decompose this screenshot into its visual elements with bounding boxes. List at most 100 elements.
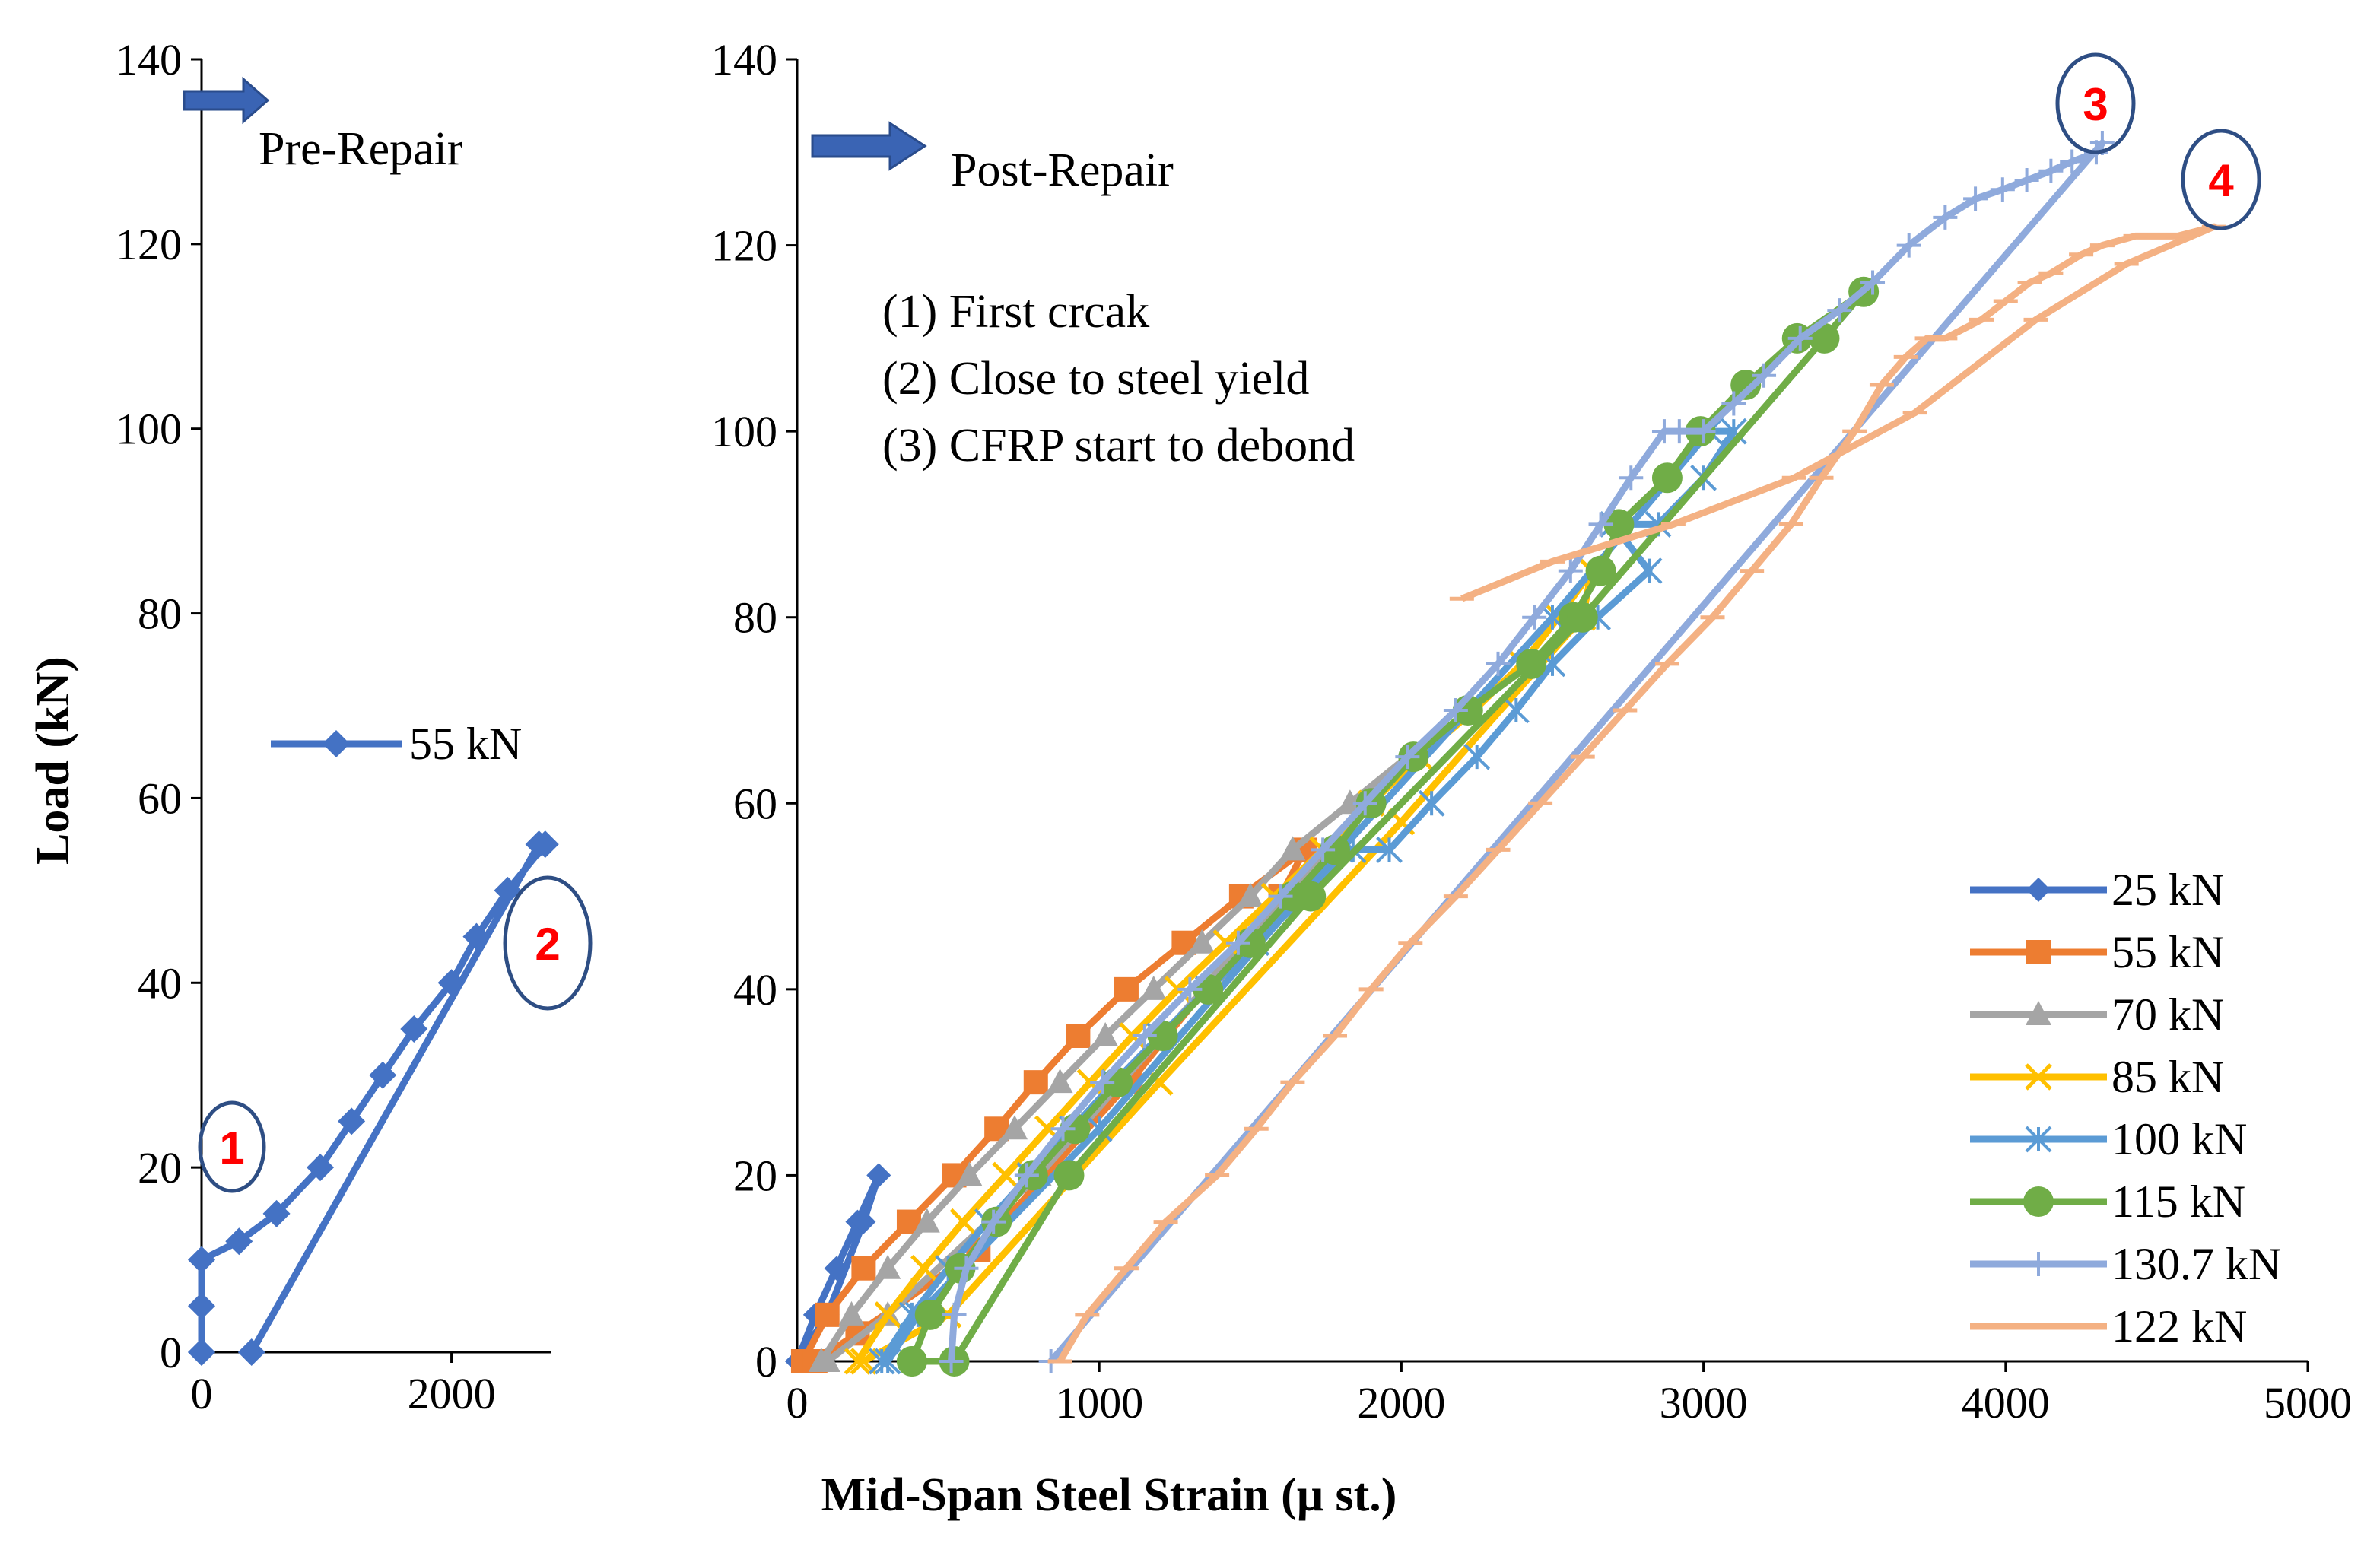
data-point-130-7-kn: [1311, 837, 1336, 862]
data-point-85-kn: [992, 1161, 1019, 1189]
pre-y-tick-label: 0: [160, 1328, 182, 1377]
data-point-130-7-kn: [1395, 745, 1420, 770]
data-point-55-kn: [188, 1292, 215, 1320]
data-point-115-kn: [896, 1346, 927, 1377]
callout-3-label: 3: [2083, 79, 2108, 130]
pre-repair-panel: 0 20 40 60 80 100 120 140 0 2000 Pre-Repair 55 kN…: [27, 35, 559, 1418]
data-point-55-kn: [369, 1061, 397, 1089]
legend-label-70-kn: 70 kN: [2111, 989, 2224, 1040]
data-point-55-kn: [525, 830, 553, 859]
post-y-tick-label: 20: [733, 1151, 777, 1200]
pre-legend-label: 55 kN: [409, 719, 522, 769]
data-point-115-kn: [1603, 509, 1635, 540]
note-first-crack: (1) First crcak: [882, 286, 1149, 338]
post-x-tick-label: 1000: [1055, 1378, 1143, 1427]
pre-repair-arrow-icon: [183, 76, 270, 125]
post-x-tick-label: 3000: [1660, 1378, 1748, 1427]
pre-y-tick-label: 40: [138, 958, 182, 1008]
data-point-130-7-kn: [1486, 651, 1511, 676]
data-point-130-7-kn: [1090, 1070, 1115, 1095]
data-point-130-7-kn: [1933, 205, 1958, 230]
legend-marker-85-kn: [2025, 1063, 2052, 1091]
post-x-tick-label: 5000: [2264, 1378, 2352, 1427]
legend-marker-55-kn: [2026, 940, 2051, 964]
data-point-100-kn: [1635, 557, 1663, 584]
callout-4: 4: [2181, 129, 2261, 230]
pre-y-tick-label: 120: [116, 220, 182, 269]
data-point-85-kn: [844, 1348, 872, 1375]
data-point-55-kn: [1066, 1024, 1091, 1048]
data-point-70-kn: [1092, 1022, 1119, 1046]
callout-1-label: 1: [219, 1123, 244, 1173]
callout-2-ring: [503, 875, 593, 1011]
legend-marker-130-7-kn: [2026, 1252, 2051, 1276]
data-point-85-kn: [1146, 1069, 1174, 1096]
legend-label-100-kn: 100 kN: [2111, 1114, 2247, 1164]
data-point-85-kn: [874, 1301, 901, 1329]
data-point-130-7-kn: [942, 1302, 967, 1327]
data-point-55-kn: [851, 1256, 876, 1281]
data-point-55-kn: [225, 1227, 253, 1256]
data-point-55-kn: [262, 1199, 291, 1227]
data-point-115-kn: [1585, 555, 1616, 586]
post-x-tick-label: 4000: [1962, 1378, 2050, 1427]
post-y-tick-label: 0: [755, 1337, 777, 1386]
post-x-tick-label: 2000: [1357, 1378, 1445, 1427]
pre-y-tick-label: 20: [138, 1143, 182, 1192]
data-point-55-kn: [494, 876, 522, 904]
data-point-70-kn: [1001, 1115, 1028, 1140]
pre-repair-axes: 0 20 40 60 80 100 120 140 0 2000: [116, 35, 551, 1418]
data-point-100-kn: [1418, 789, 1445, 817]
legend-marker-100-kn: [2025, 1126, 2052, 1153]
data-point-70-kn: [814, 1348, 840, 1372]
data-point-70-kn: [1279, 836, 1306, 861]
data-point-55-kn: [462, 922, 491, 951]
data-point-55-kn: [1023, 1070, 1048, 1095]
data-point-130-7-kn: [1522, 605, 1547, 630]
series-55-kn: [188, 830, 559, 1366]
data-point-130-7-kn: [939, 1349, 964, 1373]
data-point-130-7-kn: [1827, 298, 1852, 323]
data-point-55-kn: [307, 1154, 335, 1182]
legend-marker-25-kn: [2026, 878, 2051, 902]
pre-repair-plot: [188, 830, 559, 1366]
legend-label-115-kn: 115 kN: [2111, 1177, 2245, 1227]
data-point-130-7-kn: [1860, 270, 1886, 295]
data-point-115-kn: [1567, 602, 1598, 633]
callout-3-ring: [2055, 52, 2136, 154]
data-point-55-kn: [188, 1246, 215, 1274]
pre-legend: 55 kN: [271, 719, 522, 769]
data-point-130-7-kn: [1268, 884, 1293, 909]
data-point-115-kn: [1516, 648, 1547, 679]
data-point-130-7-kn: [1963, 186, 1988, 211]
data-point-55-kn: [815, 1302, 840, 1327]
callout-1-ring: [198, 1100, 266, 1193]
data-point-115-kn: [1651, 462, 1683, 494]
callout-4-label: 4: [2208, 155, 2234, 206]
post-y-tick-label: 100: [711, 407, 777, 456]
post-repair-plot: [785, 131, 2226, 1377]
data-point-130-7-kn: [2060, 149, 2085, 174]
data-point-55-kn: [188, 1338, 215, 1366]
data-point-130-7-kn: [2014, 167, 2039, 192]
note-steel-yield: (2) Close to steel yield: [882, 353, 1309, 405]
data-point-25-kn: [866, 1163, 891, 1188]
pre-y-tick-label: 60: [138, 773, 182, 823]
data-point-100-kn: [1502, 697, 1530, 724]
legend-label-130-7-kn: 130.7 kN: [2111, 1239, 2281, 1289]
post-y-tick-label: 60: [733, 779, 777, 828]
pre-y-tick-label: 140: [116, 35, 182, 84]
callout-1: 1: [198, 1100, 266, 1193]
post-y-tick-label: 140: [711, 35, 777, 84]
data-point-85-kn: [910, 1254, 938, 1282]
pre-y-tick-label: 100: [116, 405, 182, 454]
data-point-100-kn: [874, 1348, 901, 1375]
data-point-130-7-kn: [1721, 391, 1746, 416]
data-point-130-7-kn: [1667, 419, 1692, 444]
data-point-115-kn: [1053, 1160, 1085, 1191]
post-y-tick-label: 40: [733, 965, 777, 1015]
pre-x-tick-label: 0: [191, 1369, 213, 1418]
post-legend: 25 kN 55 kN 70 kN 85 kN 100 kN 115 kN 130.7 kN…: [1970, 865, 2281, 1351]
data-point-25-kn: [824, 1256, 849, 1281]
